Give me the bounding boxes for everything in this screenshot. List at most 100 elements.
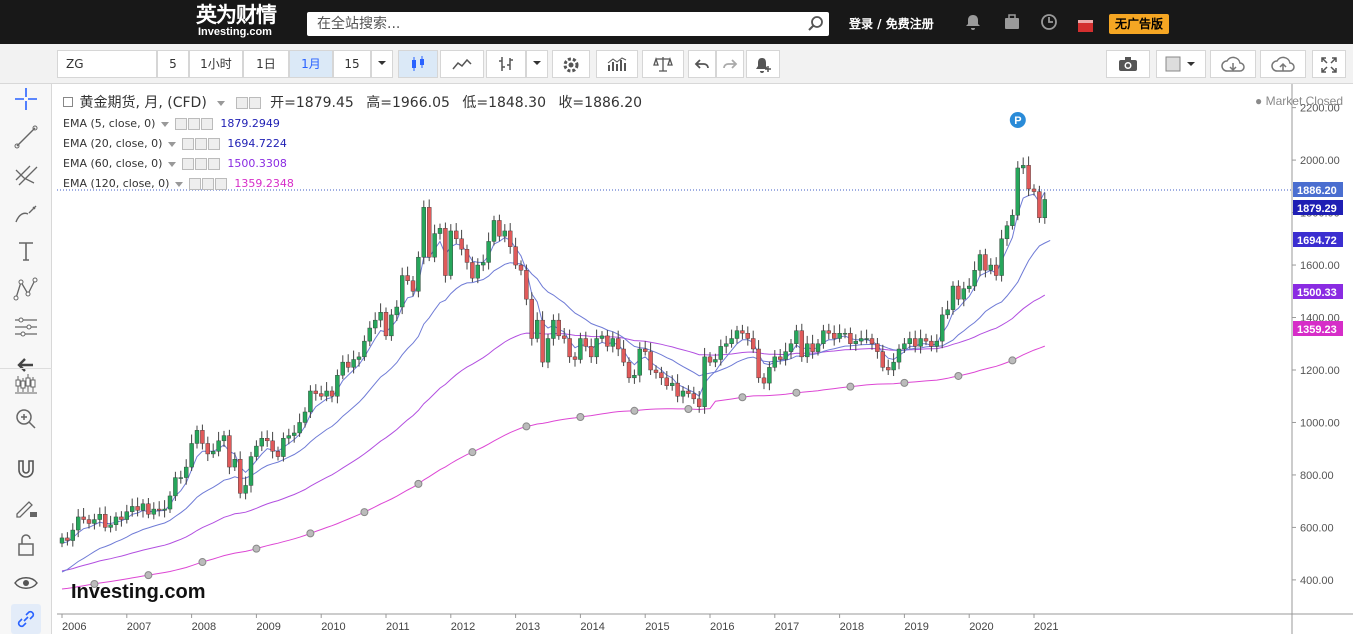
- candle-body: [124, 511, 130, 520]
- candle-body: [767, 367, 772, 384]
- ema-value: 1500.3308: [227, 157, 287, 170]
- ema-legend-row[interactable]: EMA (60, close, 0) 1500.3308: [63, 154, 642, 174]
- chart-canvas[interactable]: 2200.002000.001800.001600.001400.001200.…: [57, 84, 1353, 634]
- magnet-tool[interactable]: [11, 454, 41, 484]
- compare-button[interactable]: [642, 50, 684, 78]
- series-menu-caret[interactable]: [217, 100, 226, 106]
- interval-1d-button[interactable]: 1日: [243, 50, 289, 78]
- trend-line-icon: [14, 125, 38, 149]
- search-icon[interactable]: [807, 15, 825, 33]
- interval-5-button[interactable]: 5: [157, 50, 189, 78]
- ema-remove-icon[interactable]: [215, 178, 228, 190]
- interval-dropdown-button[interactable]: [371, 50, 393, 78]
- plot-area: [57, 84, 1292, 614]
- ema-settings-icon[interactable]: [202, 178, 215, 190]
- ema-label: EMA (120, close, 0): [63, 177, 170, 190]
- crosshair-tool[interactable]: [11, 84, 41, 114]
- lock-drawings-tool[interactable]: [11, 530, 41, 560]
- ema-menu-caret[interactable]: [168, 141, 177, 147]
- ema-visibility-icon[interactable]: [182, 158, 195, 170]
- symbol-input[interactable]: ZG: [57, 50, 157, 78]
- login-register-link[interactable]: 登录 / 免费注册: [849, 17, 934, 31]
- chart-type-dropdown[interactable]: [526, 50, 548, 78]
- price-tick-label: 400.00: [1300, 575, 1334, 587]
- portfolio-icon[interactable]: [1003, 13, 1021, 31]
- line-style-button[interactable]: [440, 50, 484, 78]
- candle-body: [907, 338, 912, 344]
- ema-settings-icon[interactable]: [195, 138, 208, 150]
- stay-in-drawing-tool[interactable]: [11, 492, 41, 522]
- back-tool[interactable]: [11, 350, 41, 380]
- candle-body: [994, 264, 999, 276]
- ema-value: 1879.2949: [220, 117, 280, 130]
- candle-body: [605, 335, 610, 347]
- market-status-text: Market Closed: [1265, 94, 1343, 108]
- candle-body: [362, 340, 367, 358]
- cloud-load-button[interactable]: [1210, 50, 1256, 78]
- candle-body: [405, 275, 410, 281]
- ema-remove-icon[interactable]: [201, 118, 214, 130]
- brush-tool[interactable]: [11, 198, 41, 228]
- price-badge-box: [1293, 284, 1343, 299]
- ema-legend-row[interactable]: EMA (5, close, 0) 1879.2949: [63, 114, 642, 134]
- bell-icon[interactable]: [964, 13, 982, 31]
- clock-icon[interactable]: [1040, 13, 1058, 31]
- measure-tool[interactable]: [11, 312, 41, 342]
- cloud-save-button[interactable]: [1260, 50, 1306, 78]
- trend-line-tool[interactable]: [11, 122, 41, 152]
- candle-body: [210, 451, 216, 455]
- sync-drawings-tool[interactable]: [11, 604, 41, 634]
- indicators-button[interactable]: [596, 50, 638, 78]
- ema-settings-icon[interactable]: [188, 118, 201, 130]
- candle-body: [416, 256, 421, 292]
- ema-remove-icon[interactable]: [208, 158, 221, 170]
- price-tick-label: 2000.00: [1300, 155, 1340, 167]
- template-button[interactable]: [1156, 50, 1206, 78]
- ema-visibility-icon[interactable]: [182, 138, 195, 150]
- redo-button[interactable]: [716, 50, 744, 78]
- low-label: 低=: [462, 95, 489, 111]
- candle-body: [162, 508, 167, 511]
- settings-button[interactable]: [552, 50, 590, 78]
- ema-remove-icon[interactable]: [208, 138, 221, 150]
- ema-menu-caret[interactable]: [175, 181, 184, 187]
- candle-body: [961, 288, 966, 300]
- bars-style-button[interactable]: [486, 50, 526, 78]
- ema-visibility-icon[interactable]: [175, 118, 188, 130]
- brush-icon: [15, 205, 37, 223]
- search-input[interactable]: [307, 12, 787, 36]
- candle-body: [626, 361, 632, 379]
- undo-button[interactable]: [688, 50, 716, 78]
- ema-legend-row[interactable]: EMA (120, close, 0) 1359.2348: [63, 174, 642, 194]
- chart-patterns-tool[interactable]: [11, 368, 41, 398]
- ema-visibility-icon[interactable]: [189, 178, 202, 190]
- snapshot-button[interactable]: [1106, 50, 1150, 78]
- interval-15-button[interactable]: 15: [333, 50, 371, 78]
- ema-legend-row[interactable]: EMA (20, close, 0) 1694.7224: [63, 134, 642, 154]
- fullscreen-button[interactable]: [1312, 50, 1346, 78]
- pitchfork-tool[interactable]: [11, 160, 41, 190]
- price-chart[interactable]: 2200.002000.001800.001600.001400.001200.…: [57, 84, 1353, 634]
- ema-value: 1359.2348: [234, 177, 294, 190]
- pattern-tool[interactable]: [11, 274, 41, 304]
- candle-body: [891, 361, 896, 371]
- no-ads-button[interactable]: 无广告版: [1109, 14, 1170, 34]
- interval-1h-button[interactable]: 1小时: [189, 50, 243, 78]
- candles-style-button[interactable]: [398, 50, 438, 78]
- ema-menu-caret[interactable]: [161, 121, 170, 127]
- zoom-tool[interactable]: [11, 404, 41, 434]
- hide-drawings-tool[interactable]: [11, 568, 41, 598]
- series-visibility-icon[interactable]: [235, 97, 248, 109]
- candle-body: [761, 377, 767, 384]
- interval-1m-button[interactable]: 1月: [289, 50, 333, 78]
- ema-settings-icon[interactable]: [195, 158, 208, 170]
- collapse-legend-icon[interactable]: [63, 97, 73, 107]
- undo-icon: [694, 59, 709, 69]
- candle-body: [324, 390, 329, 397]
- site-logo[interactable]: 英为财情 Investing.com: [196, 4, 296, 40]
- ema-menu-caret[interactable]: [168, 161, 177, 167]
- series-settings-icon[interactable]: [248, 97, 261, 109]
- china-flag-icon[interactable]: [1078, 20, 1093, 32]
- alert-button[interactable]: [746, 50, 780, 78]
- text-tool[interactable]: [11, 236, 41, 266]
